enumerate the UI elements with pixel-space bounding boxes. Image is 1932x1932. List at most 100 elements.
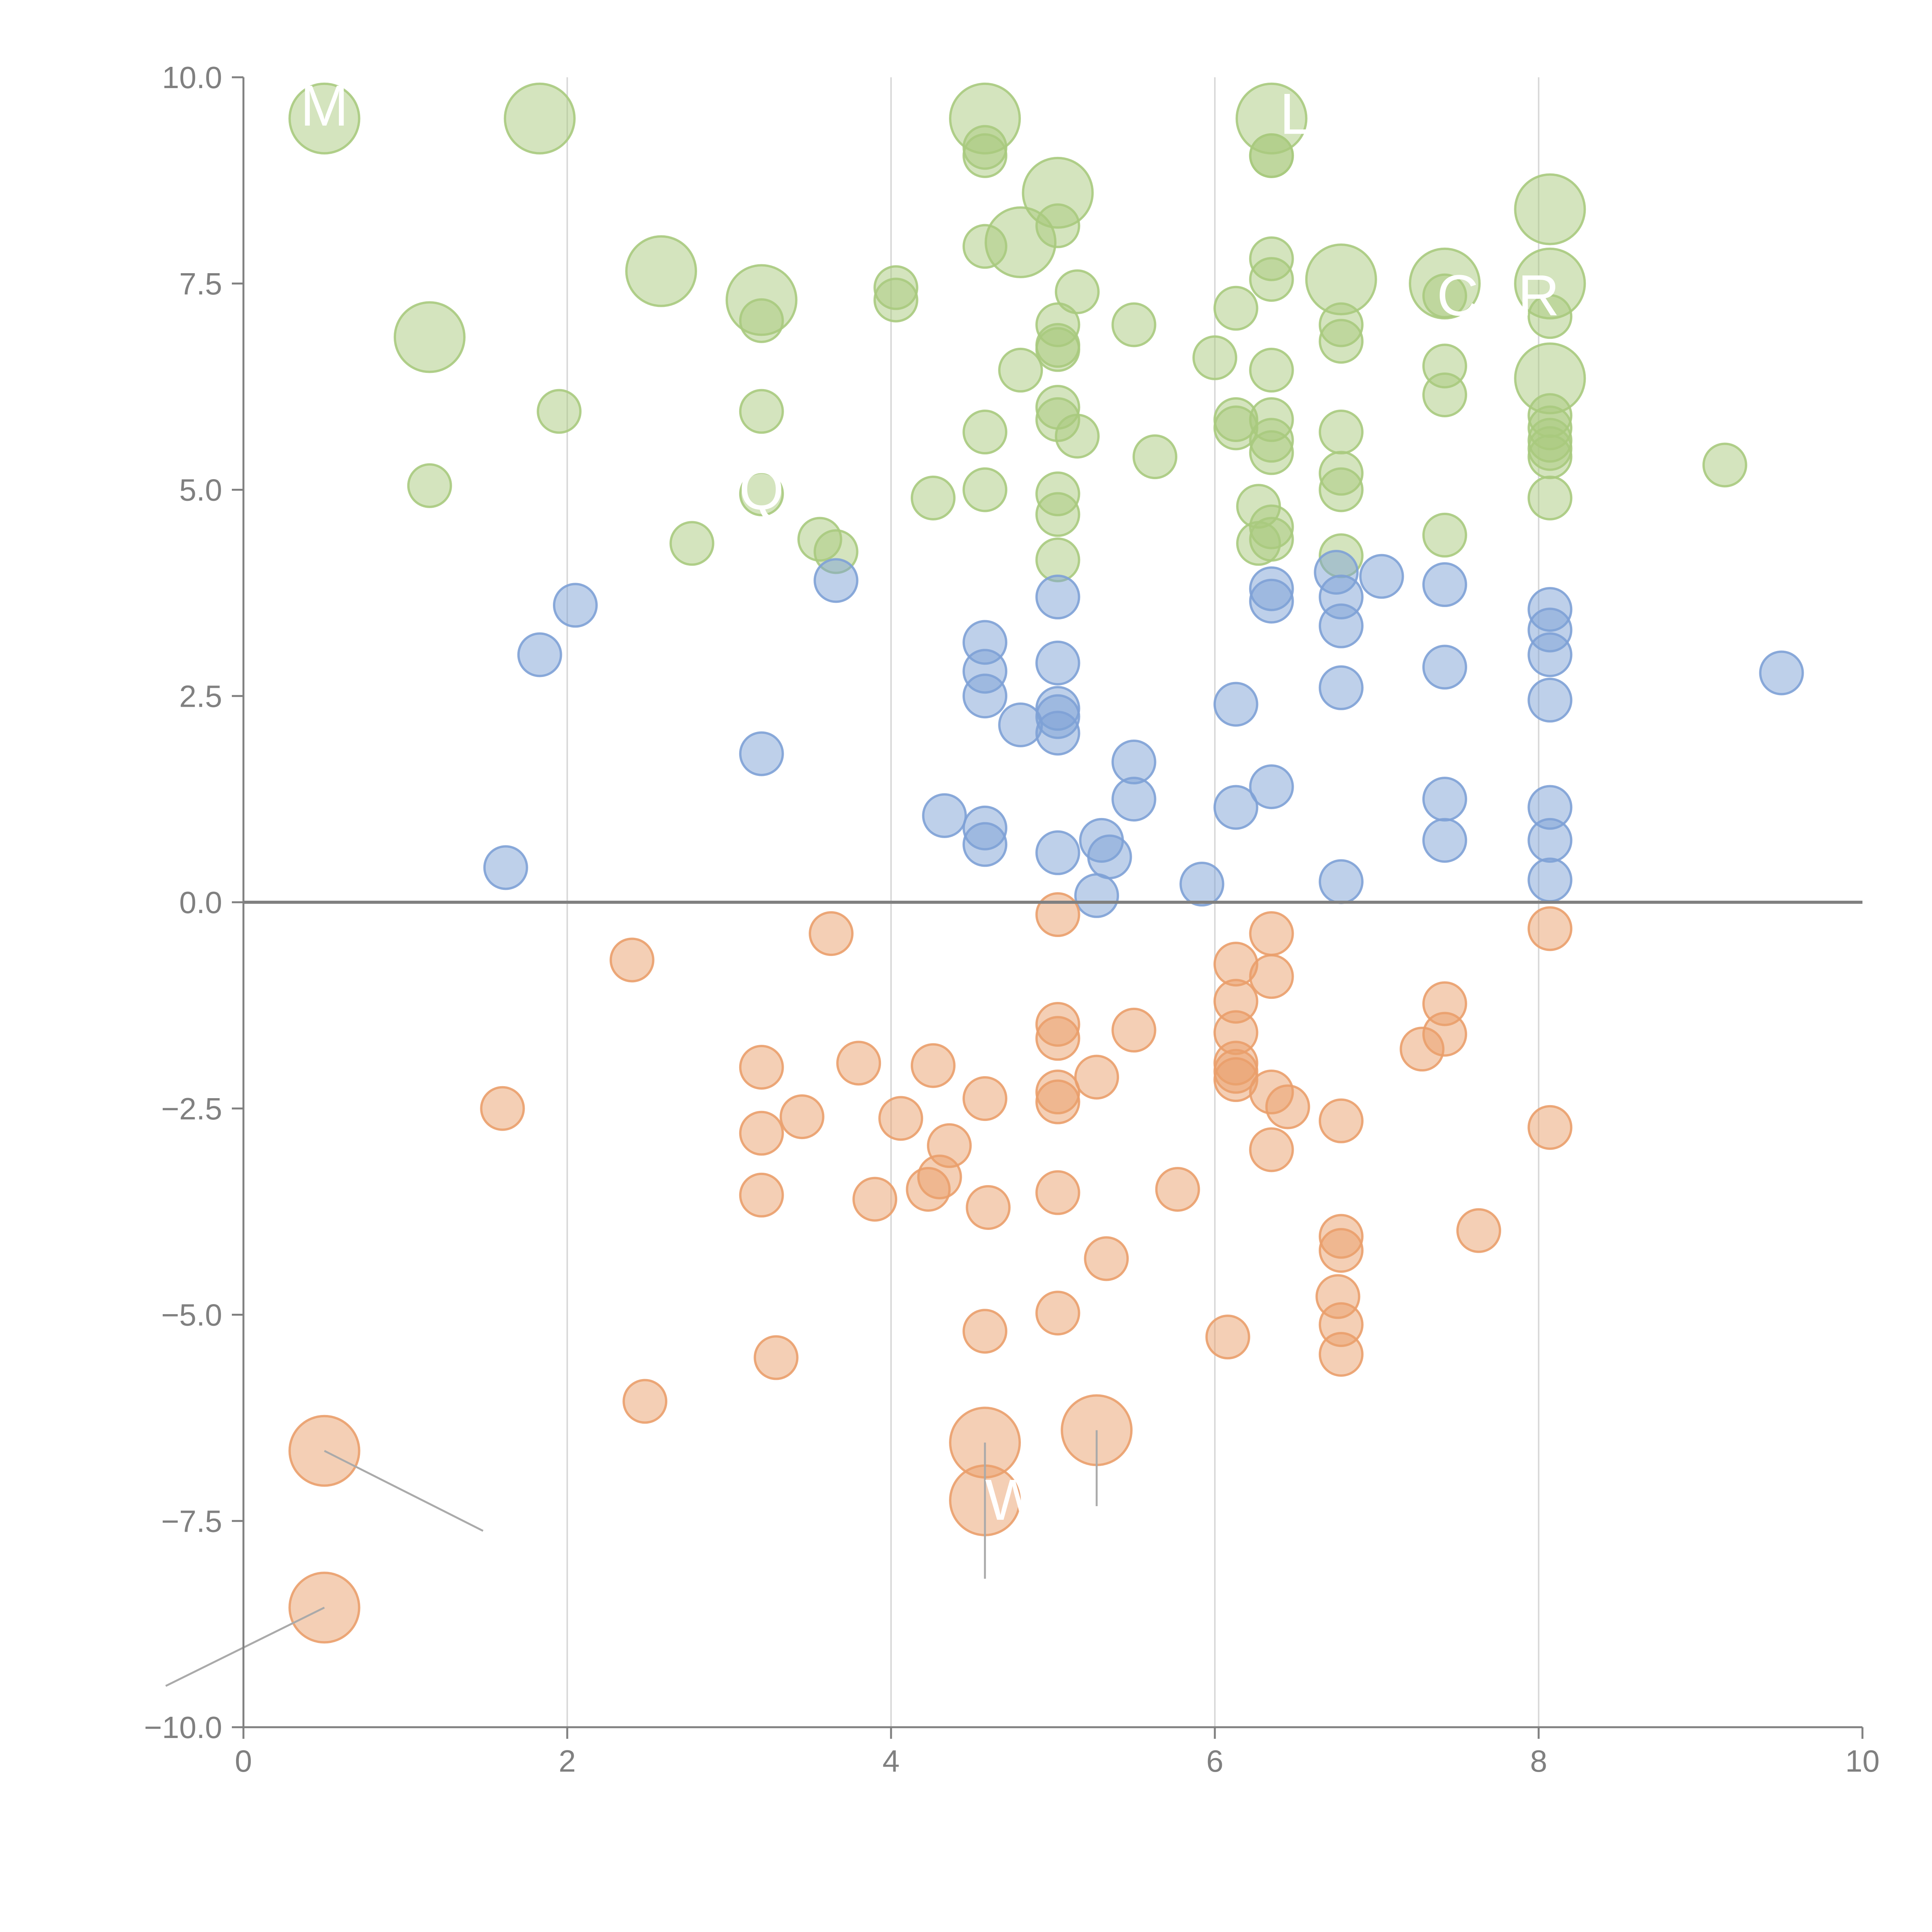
orange-bubble xyxy=(1035,1170,1080,1215)
blue-bubble xyxy=(517,632,562,677)
green-bubble xyxy=(393,301,466,373)
bubble-labels: M L C R Q W xyxy=(300,73,1560,1532)
green-bubble xyxy=(1249,430,1294,475)
orange-bubble xyxy=(1527,1105,1573,1150)
orange-bubble xyxy=(1249,911,1294,956)
green-bubble xyxy=(625,235,697,307)
green-bubble xyxy=(1213,286,1259,331)
axes: 0 2 4 6 8 10 10.0 7.5 5.0 2.5 0.0 −2.5 −5.0 −7.5 −10.0 xyxy=(144,60,1880,1778)
blue-bubble xyxy=(1213,682,1259,727)
blue-bubble xyxy=(922,793,967,838)
blue-bubble xyxy=(1035,640,1080,685)
blue-bubble xyxy=(553,583,598,628)
blue-bubble xyxy=(998,702,1043,747)
green-bubble xyxy=(503,82,576,155)
green-bubble xyxy=(1236,521,1281,566)
x-tick-label: 6 xyxy=(1206,1744,1224,1778)
green-bubble xyxy=(1249,257,1294,302)
blue-bubble xyxy=(1359,554,1404,599)
blue-bubble xyxy=(1759,650,1804,696)
blue-bubble xyxy=(1527,818,1573,863)
green-bubble xyxy=(1054,269,1100,315)
orange-bubble xyxy=(878,1096,923,1141)
y-tick-label: −10.0 xyxy=(144,1710,222,1745)
leader-line xyxy=(165,1607,325,1687)
x-tick-label: 4 xyxy=(883,1744,900,1778)
leader-lines xyxy=(165,1430,1098,1687)
green-bubble xyxy=(963,467,1008,512)
orange-bubble xyxy=(1111,1007,1156,1053)
green-bubble xyxy=(873,277,918,323)
blue-bubble xyxy=(1074,873,1119,918)
green-bubble xyxy=(1527,475,1573,520)
green-bubble xyxy=(1249,133,1294,178)
bubble-label: L xyxy=(1280,81,1312,146)
blue-bubble xyxy=(1318,665,1364,710)
green-bubble xyxy=(1035,327,1080,372)
blue-bubble xyxy=(1422,562,1467,607)
blue-bubble xyxy=(1035,830,1080,875)
orange-bubble xyxy=(836,1041,881,1086)
orange-bubble xyxy=(480,1086,525,1131)
orange-bubble xyxy=(1035,1291,1080,1336)
orange-bubble xyxy=(1265,1084,1310,1129)
y-tick-label: 7.5 xyxy=(179,267,222,301)
orange-bubble xyxy=(1249,1127,1294,1172)
blue-bubble xyxy=(739,731,784,776)
green-bubble xyxy=(998,347,1043,393)
orange-bubble xyxy=(739,1111,784,1156)
orange-bubble xyxy=(739,1172,784,1218)
orange-bubble xyxy=(852,1177,898,1222)
green-bubble xyxy=(963,410,1008,455)
leader-line xyxy=(324,1450,484,1532)
blue-bubble xyxy=(813,558,859,603)
blue-bubble xyxy=(1527,632,1573,677)
green-bubble xyxy=(739,298,784,343)
green-bubble xyxy=(910,475,956,520)
y-tick-label: 0.0 xyxy=(179,885,222,920)
green-bubble xyxy=(739,471,784,517)
blue-bubble xyxy=(1249,578,1294,624)
green-bubble xyxy=(288,82,361,155)
green-bubble xyxy=(669,521,714,566)
green-bubble xyxy=(1035,203,1080,248)
green-bubble xyxy=(537,389,582,434)
x-tick-label: 0 xyxy=(235,1744,252,1778)
orange-bubble xyxy=(1318,1332,1364,1377)
blue-bubble xyxy=(1213,785,1259,830)
blue-bubble xyxy=(1318,859,1364,904)
bubble-label: Q xyxy=(739,457,784,522)
blue-bubble xyxy=(1422,818,1467,863)
orange-bubble xyxy=(1035,1079,1080,1124)
y-tick-label: 10.0 xyxy=(162,60,222,95)
bubble-label: R xyxy=(1518,263,1560,328)
bubbles xyxy=(288,82,1804,1644)
blue-bubble xyxy=(1249,764,1294,810)
green-bubble xyxy=(739,389,784,434)
blue-bubble xyxy=(1422,777,1467,822)
orange-bubble xyxy=(1035,1016,1080,1061)
green-bubble xyxy=(963,224,1008,269)
orange-bubble xyxy=(1527,906,1573,951)
green-bubble xyxy=(1422,512,1467,558)
y-tick-label: −7.5 xyxy=(161,1504,222,1538)
green-bubble xyxy=(1702,442,1747,488)
blue-bubble xyxy=(483,845,528,890)
blue-bubble xyxy=(1035,575,1080,620)
orange-bubble xyxy=(1456,1208,1501,1253)
orange-bubble xyxy=(1318,1228,1364,1273)
orange-bubble xyxy=(1400,1027,1445,1072)
blue-bubble xyxy=(1422,645,1467,690)
blue-bubble xyxy=(1087,834,1132,879)
orange-bubble xyxy=(1155,1167,1200,1212)
orange-bubble xyxy=(1205,1315,1250,1360)
orange-bubble xyxy=(966,1185,1011,1230)
blue-bubble xyxy=(963,673,1008,719)
green-bubble xyxy=(1192,335,1237,380)
orange-bubble xyxy=(753,1335,799,1380)
y-tick-label: 2.5 xyxy=(179,679,222,713)
orange-bubble xyxy=(739,1045,784,1090)
orange-bubble xyxy=(622,1379,668,1424)
green-bubble xyxy=(1514,173,1586,245)
